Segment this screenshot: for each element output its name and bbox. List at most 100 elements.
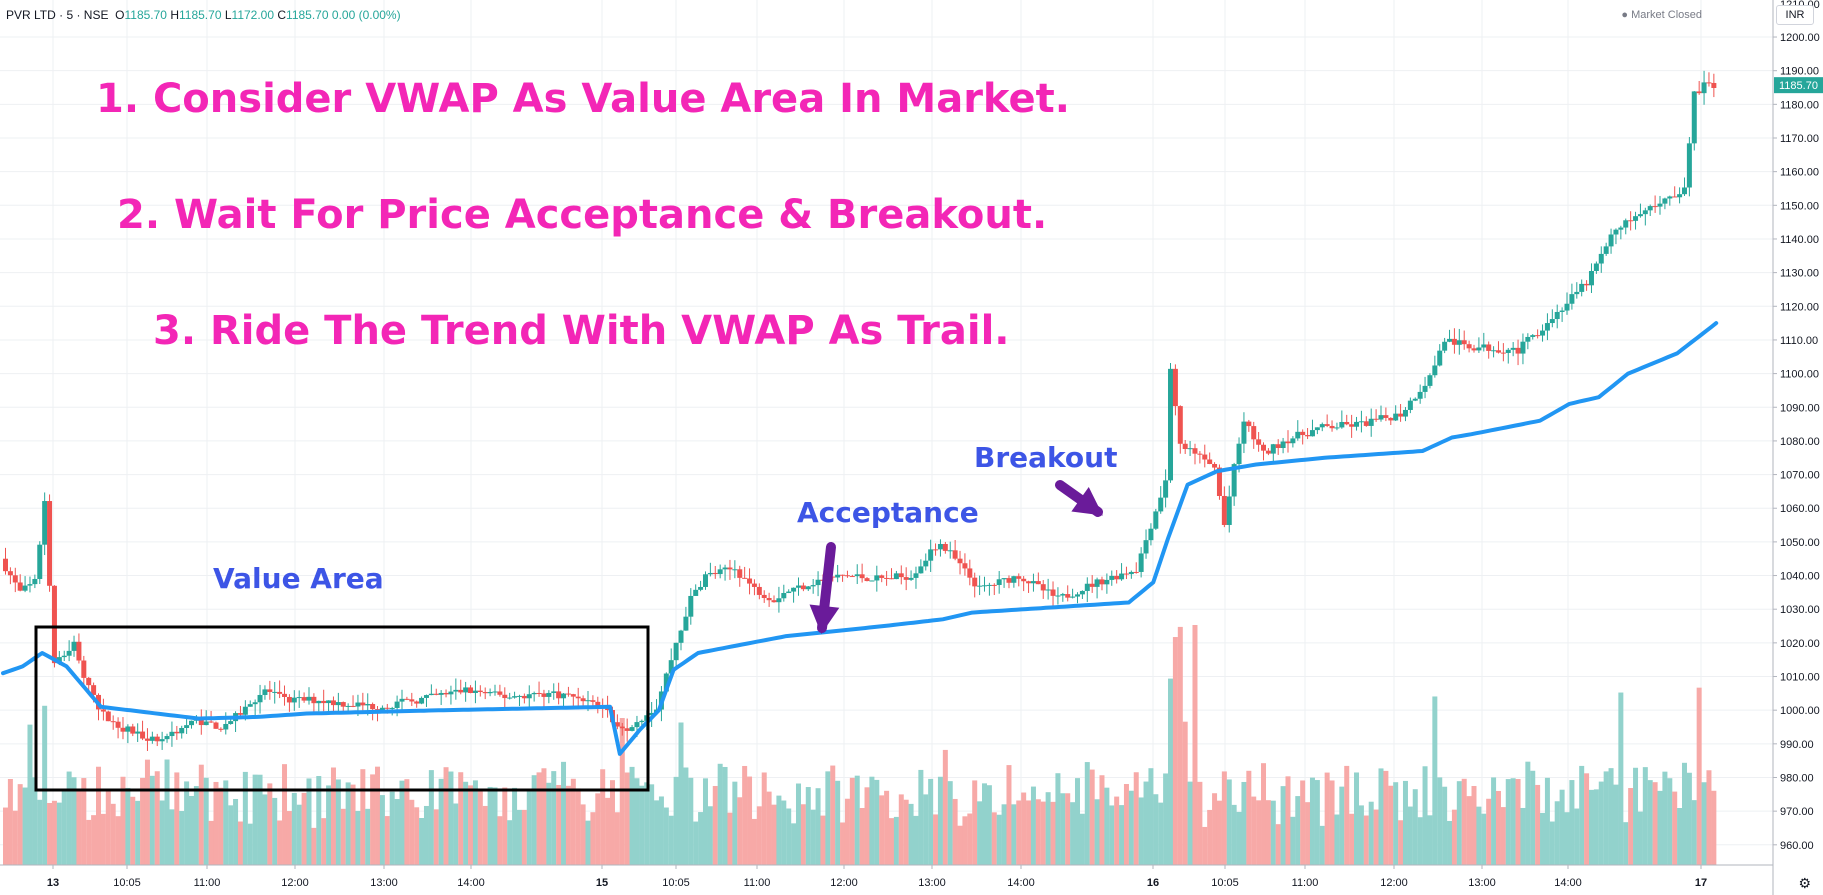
value-area-label: Value Area: [213, 562, 384, 595]
volume-bar: [1432, 696, 1438, 865]
candle-body: [766, 597, 772, 601]
price-tick-label: 1000.00: [1780, 705, 1820, 717]
volume-bar: [957, 825, 963, 865]
candle-body: [1466, 344, 1472, 349]
candle-body: [1261, 444, 1267, 451]
candle-body: [512, 696, 518, 698]
candle-body: [218, 728, 224, 730]
volume-bar: [1079, 813, 1085, 865]
volume-bar: [644, 782, 650, 865]
volume-bar: [864, 787, 870, 865]
volume-bar: [1579, 765, 1585, 865]
candle-body: [257, 694, 263, 703]
volume-bar: [404, 779, 410, 865]
volume-bar: [1305, 802, 1311, 865]
volume-bar: [86, 819, 92, 865]
candle-body: [237, 713, 243, 715]
volume-bar: [179, 811, 185, 865]
candle-body: [42, 501, 48, 545]
candle-body: [1686, 143, 1692, 188]
volume-bar: [306, 778, 312, 865]
volume-bar: [1706, 770, 1712, 865]
volume-bar: [800, 804, 806, 865]
volume-bar: [565, 785, 571, 865]
candle-body: [712, 572, 718, 575]
time-tick-label: 11:00: [194, 877, 221, 889]
candle-body: [1334, 427, 1340, 429]
volume-bar: [1613, 784, 1619, 865]
volume-bar: [1084, 762, 1090, 865]
volume-bar: [384, 816, 390, 865]
gear-icon[interactable]: ⚙: [1798, 875, 1811, 891]
volume-bar: [516, 809, 522, 865]
candle-body: [414, 701, 420, 704]
candle-body: [942, 543, 948, 551]
candle-body: [1123, 573, 1129, 575]
candle-body: [1593, 263, 1599, 271]
candle-body: [1207, 459, 1213, 465]
volume-bar: [1221, 771, 1227, 865]
candle-body: [487, 691, 493, 694]
volume-bar: [844, 798, 850, 865]
symbol-name[interactable]: PVR LTD · 5 · NSE: [6, 8, 109, 22]
candle-body: [1060, 594, 1066, 596]
candle-body: [115, 721, 121, 728]
volume-bar: [463, 781, 469, 865]
currency-button[interactable]: INR: [1776, 5, 1814, 25]
volume-bars: [3, 625, 1717, 865]
volume-bar: [1128, 790, 1134, 865]
candle-body: [526, 694, 532, 699]
candle-body: [888, 578, 894, 580]
candle-body: [262, 689, 268, 695]
candle-body: [1197, 453, 1203, 455]
volume-bar: [1192, 625, 1198, 865]
candle-body: [419, 697, 425, 704]
price-tick-label: 1170.00: [1780, 133, 1819, 145]
candle-body: [595, 701, 601, 706]
volume-bar: [1354, 772, 1360, 865]
volume-bar: [805, 787, 811, 865]
volume-bar: [189, 795, 195, 865]
candle-body: [884, 577, 890, 579]
time-axis[interactable]: 13 10:05 11:00 12:00 13:00 14:00 15 10:05 11:00 1…: [0, 864, 1773, 889]
volume-bar: [1711, 790, 1717, 865]
candle-body: [47, 501, 53, 586]
candle-body: [286, 696, 292, 703]
change-value: 0.00 (0.00%): [331, 8, 401, 22]
candle-body: [722, 567, 728, 570]
candle-body: [1001, 578, 1007, 580]
volume-bar: [1486, 798, 1492, 865]
volume-bar: [1114, 796, 1120, 865]
candle-body: [565, 693, 571, 695]
candle-body: [840, 574, 846, 576]
price-axis[interactable]: 960.00 970.00 980.00 990.00 1000.00 1010.00 10…: [1772, 0, 1823, 895]
candle-body: [272, 691, 278, 693]
candle-body: [957, 558, 963, 564]
candle-body: [1540, 330, 1546, 336]
candle-body: [27, 584, 33, 586]
arrow-head: [1071, 487, 1103, 516]
candle-body: [727, 567, 733, 570]
volume-bar: [135, 800, 141, 865]
candle-body: [1182, 443, 1188, 450]
candle-body: [531, 692, 537, 695]
volume-bar: [937, 776, 943, 865]
candle-body: [1667, 196, 1673, 199]
volume-bar: [1633, 767, 1639, 865]
candle-body: [1358, 421, 1364, 423]
volume-bar: [712, 785, 718, 865]
candle-body: [370, 704, 376, 710]
volume-bar: [468, 785, 474, 865]
volume-bar: [1618, 692, 1624, 865]
candle-body: [375, 709, 381, 711]
candle-body: [1495, 350, 1501, 353]
volume-bar: [502, 787, 508, 865]
volume-bar: [1246, 770, 1252, 865]
time-tick-label: 14:00: [1554, 877, 1582, 889]
candle-body: [634, 722, 640, 728]
candle-body: [1642, 210, 1648, 215]
volume-bar: [986, 785, 992, 865]
rule-1-text: 1. Consider VWAP As Value Area In Market…: [96, 76, 1070, 122]
volume-bar: [688, 777, 694, 865]
